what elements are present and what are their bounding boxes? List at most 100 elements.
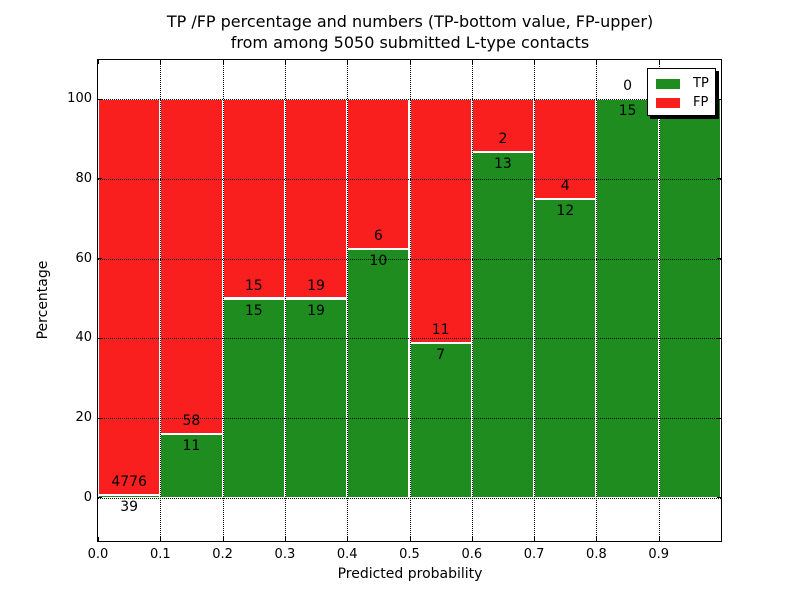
- x-gridline: [347, 60, 349, 541]
- y-tick-mark: [717, 497, 721, 499]
- y-tick-mark: [717, 98, 721, 100]
- chart-title-line2: from among 5050 submitted L-type contact…: [230, 33, 590, 52]
- bar-segment-tp: [409, 342, 472, 498]
- x-tick-mark: [284, 60, 286, 64]
- fp-count-label: 0: [623, 78, 633, 95]
- y-tick-mark: [98, 497, 102, 499]
- legend-swatch-fp: [656, 97, 680, 108]
- x-tick-mark: [471, 537, 473, 541]
- x-tick-label: 0.0: [87, 547, 109, 562]
- bar-segment-tp: [471, 152, 535, 498]
- y-axis-label: Percentage: [35, 260, 51, 340]
- x-tick-label: 0.6: [461, 547, 483, 562]
- x-gridline: [160, 60, 162, 541]
- x-gridline: [284, 60, 286, 541]
- y-tick-mark: [98, 337, 102, 339]
- bar-segment-tp: [534, 198, 597, 498]
- x-gridline: [534, 60, 536, 541]
- tp-count-label: 39: [120, 498, 139, 515]
- x-tick-label: 0.9: [648, 547, 670, 562]
- y-tick-mark: [717, 417, 721, 419]
- x-tick-label: 0.7: [523, 547, 545, 562]
- bar-segment-fp: [98, 99, 161, 495]
- bar-segment-fp: [222, 99, 285, 299]
- x-tick-mark: [222, 537, 224, 541]
- x-tick-mark: [658, 537, 660, 541]
- x-tick-mark: [284, 537, 286, 541]
- legend-label: TP: [693, 76, 709, 91]
- legend-item: FP: [648, 93, 715, 112]
- y-tick-mark: [98, 258, 102, 260]
- bar-segment-tp: [596, 99, 659, 498]
- y-tick-label: 0: [83, 489, 92, 505]
- tp-count-label: 7: [436, 346, 446, 363]
- legend-swatch-tp: [656, 78, 680, 89]
- bar-segment-fp: [160, 99, 223, 435]
- x-tick-mark: [471, 60, 473, 64]
- x-tick-mark: [222, 60, 224, 64]
- y-tick-mark: [717, 178, 721, 180]
- fp-count-label: 11: [431, 321, 450, 338]
- x-gridline: [222, 60, 224, 541]
- x-tick-mark: [160, 60, 162, 64]
- tp-count-label: 12: [556, 202, 575, 219]
- tp-count-label: 10: [369, 252, 388, 269]
- x-tick-mark: [534, 60, 536, 64]
- x-tick-mark: [98, 537, 99, 541]
- legend: TP FP: [647, 68, 716, 116]
- bar-segment-tp: [160, 434, 223, 498]
- bar-segment-tp: [98, 494, 161, 498]
- y-tick-label: 60: [75, 250, 92, 266]
- plot-area: 477639581115151919610117213412015018: [97, 59, 722, 542]
- bar-segment-fp: [347, 99, 410, 249]
- x-tick-label: 0.8: [586, 547, 607, 562]
- y-tick-label: 40: [75, 330, 92, 346]
- x-gridline: [471, 60, 473, 541]
- fp-count-label: 4: [560, 177, 570, 194]
- x-tick-mark: [596, 537, 598, 541]
- tp-count-label: 15: [618, 103, 637, 120]
- fp-count-label: 19: [307, 277, 325, 294]
- x-gridline: [596, 60, 598, 541]
- x-tick-label: 0.1: [149, 547, 171, 562]
- bar-segment-fp: [409, 99, 472, 343]
- x-tick-label: 0.3: [274, 547, 296, 562]
- y-tick-mark: [98, 417, 102, 419]
- x-gridline: [658, 60, 660, 541]
- fp-count-label: 6: [373, 227, 383, 244]
- tp-count-label: 13: [494, 156, 512, 173]
- bar-segment-tp: [658, 99, 721, 498]
- x-axis-label: Predicted probability: [337, 566, 483, 582]
- bar-segment-tp: [284, 298, 348, 498]
- chart-title: TP /FP percentage and numbers (TP-bottom…: [167, 11, 653, 53]
- y-tick-label: 80: [75, 170, 92, 186]
- x-tick-mark: [160, 537, 162, 541]
- fp-count-label: 15: [244, 277, 263, 294]
- x-tick-mark: [347, 537, 349, 541]
- y-tick-mark: [717, 258, 721, 260]
- y-tick-label: 20: [75, 410, 92, 426]
- x-tick-mark: [596, 60, 598, 64]
- tp-count-label: 15: [244, 302, 263, 319]
- y-tick-label: 100: [67, 91, 92, 107]
- x-tick-mark: [409, 537, 411, 541]
- x-tick-mark: [534, 537, 536, 541]
- x-tick-mark: [347, 60, 349, 64]
- fp-count-label: 58: [182, 413, 201, 430]
- tp-count-label: 11: [182, 438, 201, 455]
- x-tick-mark: [409, 60, 411, 64]
- y-tick-mark: [98, 98, 102, 100]
- x-tick-mark: [658, 60, 660, 64]
- x-tick-label: 0.5: [399, 547, 420, 562]
- chart-title-line1: TP /FP percentage and numbers (TP-bottom…: [166, 12, 654, 31]
- tp-count-label: 19: [307, 302, 325, 319]
- fp-count-label: 4776: [111, 473, 147, 490]
- legend-label: FP: [693, 95, 709, 110]
- x-tick-mark: [98, 60, 99, 64]
- bar-segment-tp: [222, 298, 285, 498]
- bar-segment-fp: [284, 99, 348, 299]
- y-tick-mark: [717, 337, 721, 339]
- x-tick-label: 0.2: [212, 547, 233, 562]
- x-tick-label: 0.4: [336, 547, 358, 562]
